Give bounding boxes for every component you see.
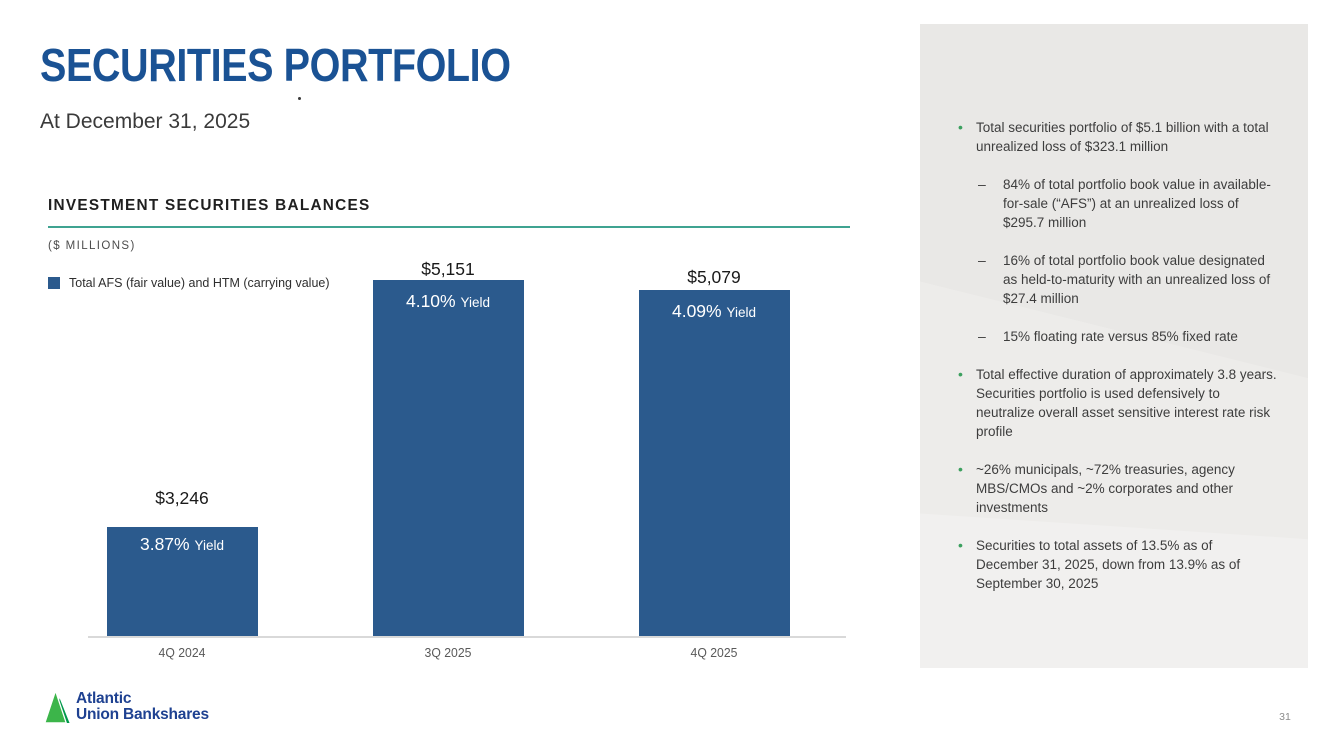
bullet-text: Total effective duration of approximatel… — [976, 367, 1277, 439]
bar-value-label-4q-2024: $3,246 — [155, 488, 209, 508]
bullet-item: • Total securities portfolio of $5.1 bill… — [958, 118, 1278, 156]
bullet-item: • Total effective duration of approximate… — [958, 365, 1278, 441]
dash-icon: – — [978, 252, 986, 268]
dash-icon: – — [978, 328, 986, 344]
footer-logo: Atlantic Union Bankshares — [44, 688, 209, 725]
page-subtitle: At December 31, 2025 — [40, 110, 251, 133]
title-footnote-dot — [298, 97, 301, 100]
sub-bullet-item: – 84% of total portfolio book value in av… — [978, 175, 1278, 232]
x-axis-line — [88, 636, 846, 638]
chart-units-label: ($ MILLIONS) — [48, 240, 136, 252]
bar-value-label-3q-2025: $5,151 — [421, 259, 475, 279]
chart-title: INVESTMENT SECURITIES BALANCES — [48, 197, 371, 214]
chart-legend: Total AFS (fair value) and HTM (carrying… — [48, 276, 330, 290]
bar-yield-label-3q-2025: 4.10% Yield — [405, 291, 490, 311]
sub-bullet-item: – 15% floating rate versus 85% fixed rate — [978, 327, 1278, 346]
legend-label: Total AFS (fair value) and HTM (carrying… — [69, 276, 330, 290]
logo-line2: Union Bankshares — [76, 706, 209, 723]
bullet-dot-icon: • — [958, 461, 963, 477]
bullet-text: Total securities portfolio of $5.1 billi… — [976, 120, 1269, 154]
bullet-text: 84% of total portfolio book value in ava… — [1003, 177, 1271, 230]
bar-4q-2024: 3.87% Yield — [106, 527, 258, 636]
bullet-text: Securities to total assets of 13.5% as o… — [976, 538, 1241, 591]
x-axis-label-3q-2025: 3Q 2025 — [424, 645, 472, 660]
bar-yield-label-4q-2025: 4.09% Yield — [671, 301, 756, 321]
bullet-dot-icon: • — [958, 119, 963, 135]
commentary-panel: • Total securities portfolio of $5.1 bill… — [920, 24, 1308, 668]
x-axis-label-4q-2024: 4Q 2024 — [158, 645, 206, 660]
page-number: 31 — [1279, 711, 1291, 723]
dash-icon: – — [978, 176, 986, 192]
x-axis-label-4q-2025: 4Q 2025 — [690, 645, 738, 660]
logo-mark-icon — [44, 688, 70, 724]
bullet-dot-icon: • — [958, 537, 963, 553]
page-title: SECURITIES PORTFOLIO — [40, 39, 511, 91]
sub-bullet-item: – 16% of total portfolio book value desig… — [978, 251, 1278, 308]
bullet-text: ~26% municipals, ~72% treasuries, agency… — [976, 462, 1235, 515]
bar-value-label-4q-2025: $5,079 — [687, 267, 741, 287]
chart-title-underline — [48, 226, 850, 228]
bar-3q-2025: 4.10% Yield — [372, 280, 524, 636]
bullet-item: • Securities to total assets of 13.5% as … — [958, 536, 1278, 593]
logo-text: Atlantic Union Bankshares — [76, 688, 209, 723]
bullet-text: 15% floating rate versus 85% fixed rate — [1003, 329, 1238, 344]
bullet-dot-icon: • — [958, 366, 963, 382]
bar-yield-label-4q-2024: 3.87% Yield — [139, 534, 224, 554]
bar-4q-2025: 4.09% Yield — [638, 290, 790, 636]
legend-swatch-icon — [48, 277, 60, 289]
bullet-item: • ~26% municipals, ~72% treasuries, agenc… — [958, 460, 1278, 517]
logo-line1: Atlantic — [76, 690, 132, 707]
sidebar-bullets: • Total securities portfolio of $5.1 bill… — [920, 24, 1308, 668]
bullet-text: 16% of total portfolio book value design… — [1003, 253, 1271, 306]
